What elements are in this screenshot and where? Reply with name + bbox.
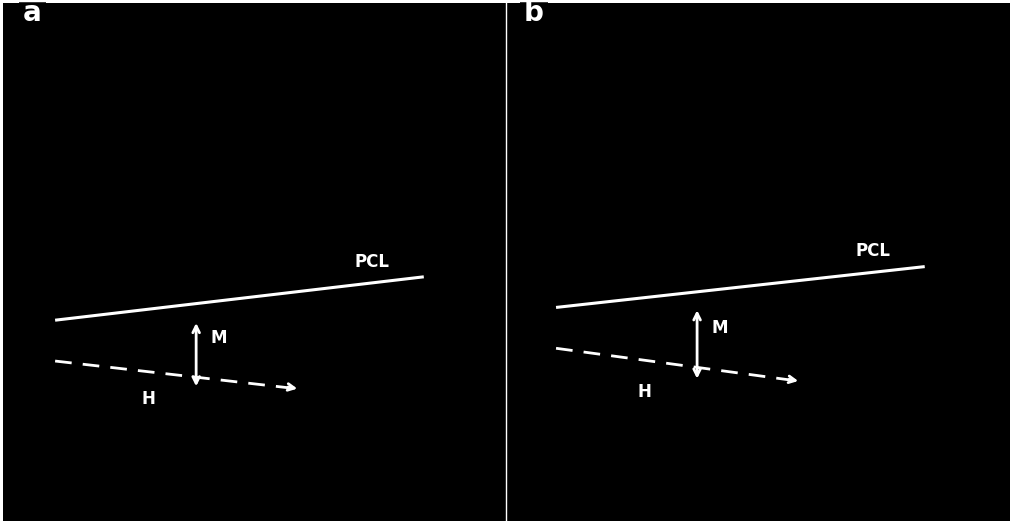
- Text: PCL: PCL: [854, 242, 890, 260]
- Text: H: H: [142, 391, 156, 408]
- Text: PCL: PCL: [354, 253, 389, 270]
- Text: M: M: [210, 329, 227, 347]
- Text: b: b: [524, 0, 543, 27]
- Text: H: H: [637, 383, 651, 401]
- Text: M: M: [711, 319, 728, 337]
- Text: a: a: [23, 0, 41, 27]
